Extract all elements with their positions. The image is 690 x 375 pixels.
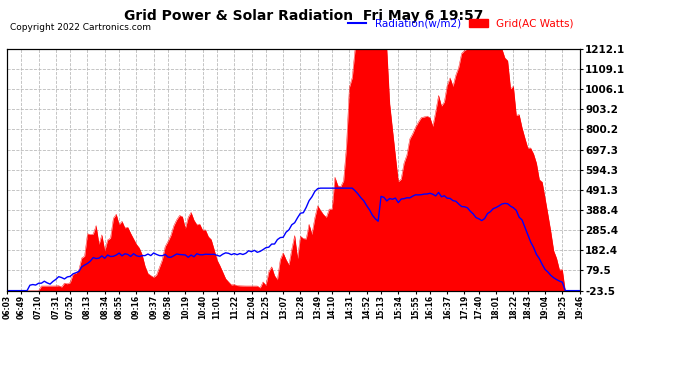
Text: Grid Power & Solar Radiation  Fri May 6 19:57: Grid Power & Solar Radiation Fri May 6 1… — [124, 9, 483, 23]
Text: Copyright 2022 Cartronics.com: Copyright 2022 Cartronics.com — [10, 22, 151, 32]
Legend: Radiation(w/m2), Grid(AC Watts): Radiation(w/m2), Grid(AC Watts) — [344, 15, 578, 33]
